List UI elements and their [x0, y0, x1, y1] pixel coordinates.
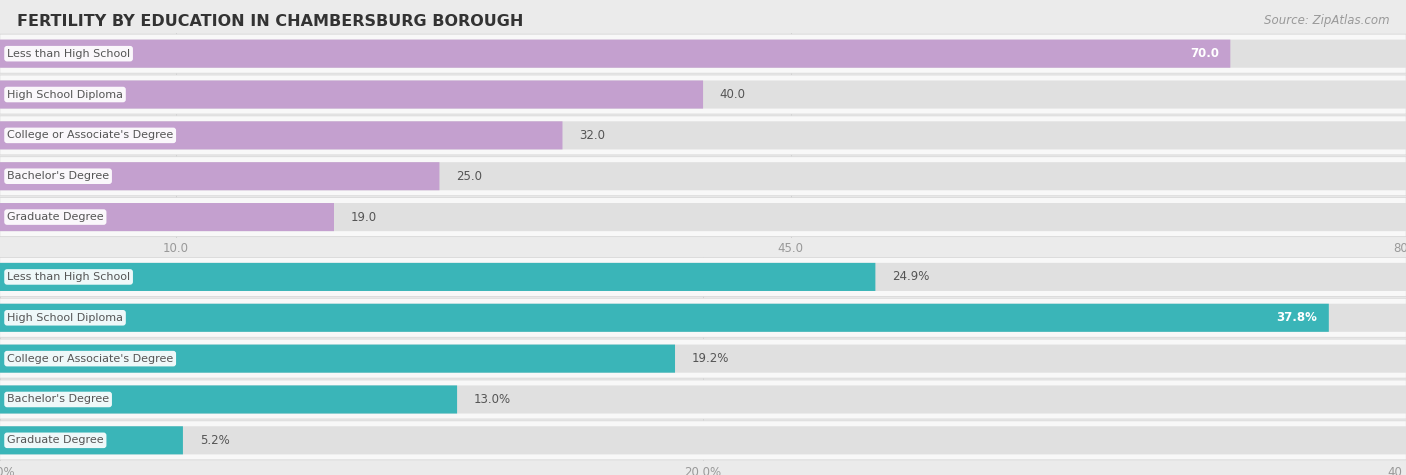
Text: High School Diploma: High School Diploma — [7, 313, 124, 323]
Text: College or Associate's Degree: College or Associate's Degree — [7, 353, 173, 364]
Text: Source: ZipAtlas.com: Source: ZipAtlas.com — [1264, 14, 1389, 27]
FancyBboxPatch shape — [0, 421, 1406, 460]
Text: 70.0: 70.0 — [1189, 47, 1219, 60]
Text: Bachelor's Degree: Bachelor's Degree — [7, 171, 110, 181]
Text: 5.2%: 5.2% — [200, 434, 229, 447]
Text: High School Diploma: High School Diploma — [7, 89, 124, 100]
FancyBboxPatch shape — [0, 80, 703, 109]
FancyBboxPatch shape — [0, 198, 1406, 237]
FancyBboxPatch shape — [0, 304, 1329, 332]
FancyBboxPatch shape — [0, 263, 1406, 291]
FancyBboxPatch shape — [0, 116, 1406, 155]
FancyBboxPatch shape — [0, 157, 1406, 196]
Text: 19.0: 19.0 — [352, 210, 377, 224]
Text: Less than High School: Less than High School — [7, 48, 131, 59]
Text: FERTILITY BY EDUCATION IN CHAMBERSBURG BOROUGH: FERTILITY BY EDUCATION IN CHAMBERSBURG B… — [17, 14, 523, 29]
FancyBboxPatch shape — [0, 385, 1406, 414]
FancyBboxPatch shape — [0, 121, 562, 150]
Text: Graduate Degree: Graduate Degree — [7, 212, 104, 222]
FancyBboxPatch shape — [0, 121, 1406, 150]
Text: 19.2%: 19.2% — [692, 352, 730, 365]
Text: College or Associate's Degree: College or Associate's Degree — [7, 130, 173, 141]
Text: 37.8%: 37.8% — [1277, 311, 1317, 324]
FancyBboxPatch shape — [0, 39, 1406, 68]
Text: 32.0: 32.0 — [579, 129, 605, 142]
Text: Graduate Degree: Graduate Degree — [7, 435, 104, 446]
FancyBboxPatch shape — [0, 344, 1406, 373]
FancyBboxPatch shape — [0, 380, 1406, 419]
FancyBboxPatch shape — [0, 162, 440, 190]
FancyBboxPatch shape — [0, 34, 1406, 73]
FancyBboxPatch shape — [0, 203, 1406, 231]
Text: 24.9%: 24.9% — [893, 270, 929, 284]
FancyBboxPatch shape — [0, 39, 1230, 68]
FancyBboxPatch shape — [0, 339, 1406, 378]
FancyBboxPatch shape — [0, 263, 876, 291]
FancyBboxPatch shape — [0, 298, 1406, 337]
FancyBboxPatch shape — [0, 80, 1406, 109]
Text: 25.0: 25.0 — [456, 170, 482, 183]
FancyBboxPatch shape — [0, 426, 183, 455]
FancyBboxPatch shape — [0, 203, 335, 231]
FancyBboxPatch shape — [0, 385, 457, 414]
FancyBboxPatch shape — [0, 304, 1406, 332]
Text: 13.0%: 13.0% — [474, 393, 510, 406]
FancyBboxPatch shape — [0, 162, 1406, 190]
FancyBboxPatch shape — [0, 344, 675, 373]
FancyBboxPatch shape — [0, 426, 1406, 455]
FancyBboxPatch shape — [0, 257, 1406, 296]
FancyBboxPatch shape — [0, 75, 1406, 114]
Text: Less than High School: Less than High School — [7, 272, 131, 282]
Text: 40.0: 40.0 — [720, 88, 745, 101]
Text: Bachelor's Degree: Bachelor's Degree — [7, 394, 110, 405]
